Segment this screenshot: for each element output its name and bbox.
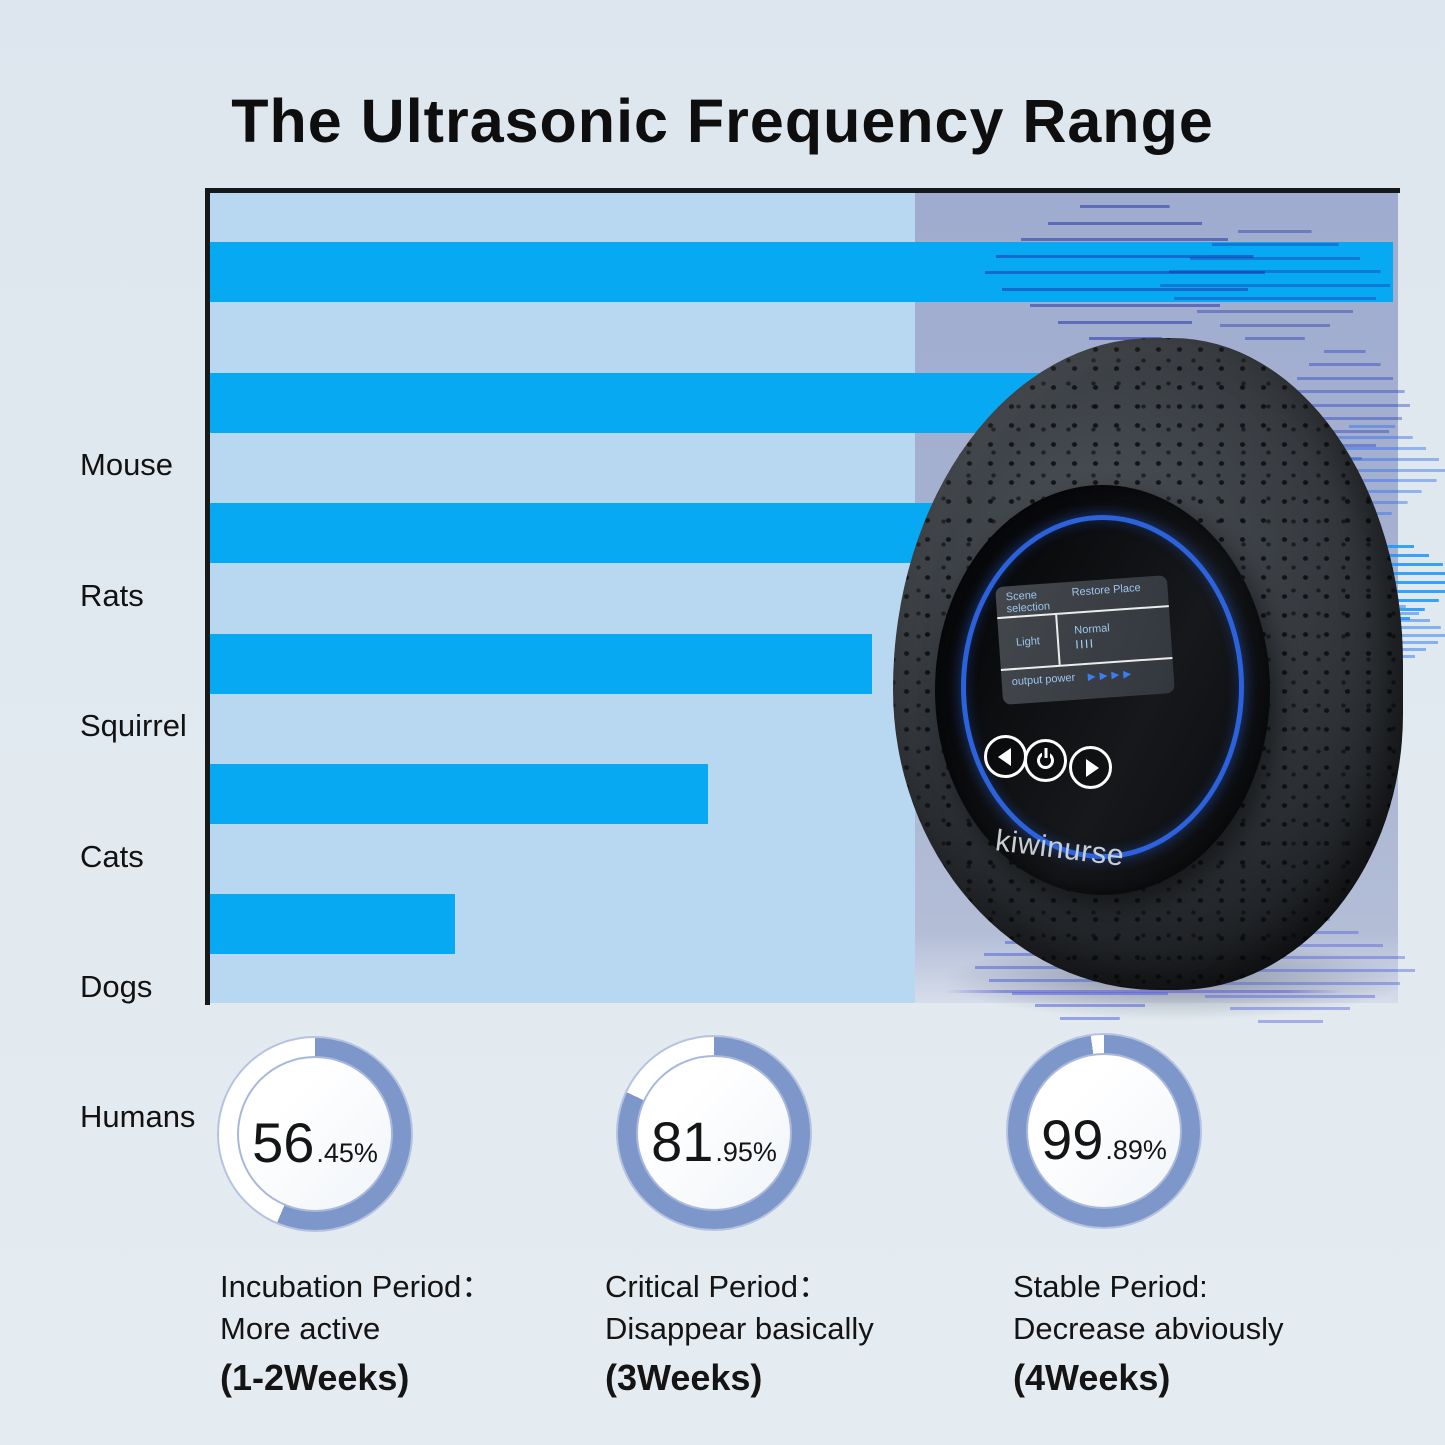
- repeller-device: Scene selection Restore Place Light Norm…: [893, 338, 1403, 990]
- percent-frac: .45%: [316, 1138, 378, 1168]
- bar-dogs: [210, 764, 708, 824]
- page-title: The Ultrasonic Frequency Range: [231, 87, 1214, 155]
- screen-output-label: output power: [1011, 671, 1076, 689]
- progress-ring-value: 81 .95%: [636, 1055, 792, 1211]
- screen-mode-value: Normal: [1073, 622, 1111, 637]
- chart-y-axis: [205, 188, 210, 1005]
- percent-int: 81: [651, 1110, 714, 1173]
- caption-title: Stable Period:: [1013, 1269, 1208, 1304]
- screen-output-arrows-icon: ►►►►: [1084, 665, 1134, 685]
- device-next-button: [1069, 746, 1112, 789]
- device-front-panel: Scene selection Restore Place Light Norm…: [935, 485, 1270, 895]
- screen-scene-value: Restore Place: [1071, 582, 1142, 599]
- percent-int: 99: [1041, 1108, 1104, 1171]
- bar-humans: [210, 894, 455, 954]
- right-triangle-icon: [1085, 758, 1099, 777]
- screen-level-meter: IIII: [1074, 636, 1096, 653]
- device-prev-button: [984, 735, 1027, 778]
- caption-weeks: (1-2Weeks): [220, 1357, 410, 1399]
- progress-ring-critical: 81 .95%: [616, 1035, 812, 1231]
- chart-plot-background: [210, 193, 915, 1003]
- caption-stable: Stable Period: Decrease abviously (4Week…: [1013, 1266, 1403, 1399]
- caption-desc: More active: [220, 1310, 381, 1346]
- screen-light-value: Normal IIII: [1057, 607, 1172, 665]
- progress-ring-value: 56 .45%: [237, 1056, 393, 1212]
- bar-label-cats: Cats: [80, 839, 144, 874]
- bar-label-dogs: Dogs: [80, 969, 153, 1004]
- left-triangle-icon: [997, 747, 1011, 766]
- percent-frac: .89%: [1105, 1135, 1167, 1165]
- caption-incubation: Incubation Period： More active (1-2Weeks…: [220, 1266, 610, 1399]
- screen-scene-label: Scene selection: [1005, 589, 1051, 616]
- base-light-streak: [945, 990, 1345, 993]
- device-screen: Scene selection Restore Place Light Norm…: [995, 575, 1175, 705]
- wave-graphic: [1160, 230, 1390, 340]
- screen-light-label: Light: [997, 614, 1061, 669]
- progress-ring-stable: 99 .89%: [1006, 1033, 1202, 1229]
- wave-graphic: [985, 205, 1265, 340]
- power-icon: [1037, 752, 1054, 769]
- bar-cats: [210, 634, 872, 694]
- chart-top-border: [205, 188, 1400, 193]
- progress-ring-value: 99 .89%: [1026, 1053, 1182, 1209]
- percent-frac: .95%: [715, 1137, 777, 1167]
- caption-title: Critical Period：: [605, 1269, 829, 1304]
- caption-critical: Critical Period： Disappear basically (3W…: [605, 1266, 995, 1399]
- progress-ring-incubation: 56 .45%: [217, 1036, 413, 1232]
- caption-desc: Decrease abviously: [1013, 1310, 1284, 1346]
- bar-label-humans: Humans: [80, 1099, 196, 1134]
- caption-weeks: (4Weeks): [1013, 1357, 1171, 1399]
- device-power-button: [1024, 739, 1067, 782]
- panel-led-ring: [961, 515, 1244, 859]
- bar-label-mouse: Mouse: [80, 447, 174, 482]
- percent-int: 56: [252, 1111, 315, 1174]
- bar-label-rats: Rats: [80, 578, 144, 613]
- caption-title: Incubation Period：: [220, 1269, 493, 1304]
- bar-label-squirrel: Squirrel: [80, 708, 187, 743]
- caption-desc: Disappear basically: [605, 1310, 874, 1346]
- caption-weeks: (3Weeks): [605, 1357, 763, 1399]
